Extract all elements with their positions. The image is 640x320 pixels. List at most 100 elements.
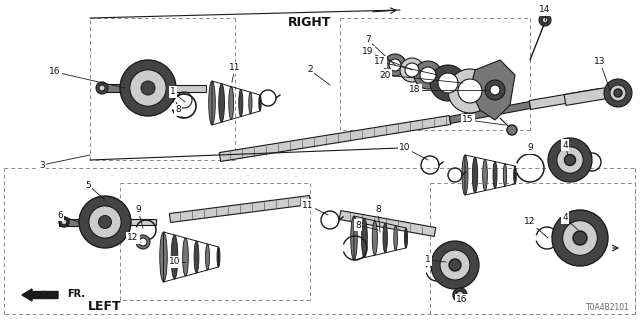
Circle shape <box>61 219 67 225</box>
Circle shape <box>564 155 575 165</box>
Circle shape <box>99 85 105 91</box>
Circle shape <box>438 73 458 93</box>
Text: 7: 7 <box>365 36 371 44</box>
Text: 18: 18 <box>409 85 420 94</box>
Text: 8: 8 <box>175 106 181 115</box>
Ellipse shape <box>228 87 234 119</box>
Ellipse shape <box>514 166 516 184</box>
Text: 12: 12 <box>127 234 139 243</box>
Polygon shape <box>529 89 601 109</box>
Text: 14: 14 <box>540 5 550 14</box>
Circle shape <box>430 65 466 101</box>
FancyArrow shape <box>22 289 58 301</box>
Text: 17: 17 <box>374 58 386 67</box>
Circle shape <box>456 291 464 299</box>
Circle shape <box>389 59 401 71</box>
Polygon shape <box>470 60 515 120</box>
Polygon shape <box>220 116 451 162</box>
Text: 15: 15 <box>462 116 474 124</box>
Circle shape <box>414 61 442 89</box>
Circle shape <box>448 69 492 113</box>
Ellipse shape <box>362 218 367 258</box>
Text: 4: 4 <box>562 213 568 222</box>
Ellipse shape <box>483 159 487 191</box>
Text: 10: 10 <box>399 143 411 153</box>
Polygon shape <box>129 219 156 225</box>
Ellipse shape <box>493 162 497 188</box>
Text: 13: 13 <box>595 58 605 67</box>
Ellipse shape <box>503 164 507 186</box>
Text: T0A4B2101: T0A4B2101 <box>586 303 630 312</box>
Circle shape <box>614 89 622 97</box>
Circle shape <box>420 67 436 83</box>
Text: 2: 2 <box>307 66 313 75</box>
Ellipse shape <box>194 241 199 273</box>
Text: 5: 5 <box>85 180 91 189</box>
Text: 16: 16 <box>456 295 468 305</box>
Circle shape <box>400 58 424 82</box>
Circle shape <box>552 210 608 266</box>
Ellipse shape <box>249 92 252 114</box>
Circle shape <box>604 79 632 107</box>
Ellipse shape <box>182 238 188 276</box>
Ellipse shape <box>404 228 408 248</box>
Circle shape <box>507 125 517 135</box>
Circle shape <box>130 70 166 106</box>
Text: 19: 19 <box>362 47 374 57</box>
Polygon shape <box>564 84 626 105</box>
Ellipse shape <box>217 247 220 267</box>
Text: 4: 4 <box>562 140 568 149</box>
Ellipse shape <box>372 221 378 255</box>
Circle shape <box>542 17 548 23</box>
Text: 12: 12 <box>524 218 536 227</box>
Ellipse shape <box>472 157 477 193</box>
Circle shape <box>573 231 587 245</box>
Ellipse shape <box>394 226 397 250</box>
Circle shape <box>490 85 500 95</box>
Text: 16: 16 <box>49 68 61 76</box>
Polygon shape <box>339 211 436 236</box>
Ellipse shape <box>351 216 357 260</box>
Ellipse shape <box>383 223 387 253</box>
Text: 10: 10 <box>169 258 180 267</box>
Circle shape <box>453 288 467 302</box>
Circle shape <box>563 221 597 255</box>
Circle shape <box>440 250 470 280</box>
Text: RIGHT: RIGHT <box>288 15 332 28</box>
Circle shape <box>384 54 406 76</box>
Polygon shape <box>170 196 310 222</box>
Text: 8: 8 <box>375 205 381 214</box>
Circle shape <box>405 63 419 77</box>
Text: 8: 8 <box>355 220 361 229</box>
Circle shape <box>458 79 482 103</box>
Circle shape <box>610 85 626 101</box>
Ellipse shape <box>462 155 468 195</box>
Circle shape <box>89 206 121 238</box>
Text: FR.: FR. <box>67 289 85 299</box>
Text: 1: 1 <box>170 87 176 97</box>
Text: 1: 1 <box>425 255 431 265</box>
Circle shape <box>79 196 131 248</box>
Circle shape <box>136 235 150 249</box>
Circle shape <box>485 80 505 100</box>
Ellipse shape <box>209 81 215 125</box>
Text: LEFT: LEFT <box>88 300 122 313</box>
Circle shape <box>139 238 147 246</box>
Polygon shape <box>449 101 531 124</box>
Circle shape <box>120 60 176 116</box>
Polygon shape <box>174 84 206 92</box>
Circle shape <box>59 217 69 227</box>
Text: 11: 11 <box>302 201 314 210</box>
Text: 20: 20 <box>380 70 390 79</box>
Text: 11: 11 <box>229 63 241 73</box>
Circle shape <box>141 81 155 95</box>
Ellipse shape <box>205 244 209 270</box>
Circle shape <box>548 138 592 182</box>
Ellipse shape <box>219 84 225 122</box>
Text: 3: 3 <box>39 161 45 170</box>
Circle shape <box>449 259 461 271</box>
Circle shape <box>96 82 108 94</box>
Ellipse shape <box>259 95 261 111</box>
Text: 9: 9 <box>135 205 141 214</box>
Ellipse shape <box>172 235 178 279</box>
